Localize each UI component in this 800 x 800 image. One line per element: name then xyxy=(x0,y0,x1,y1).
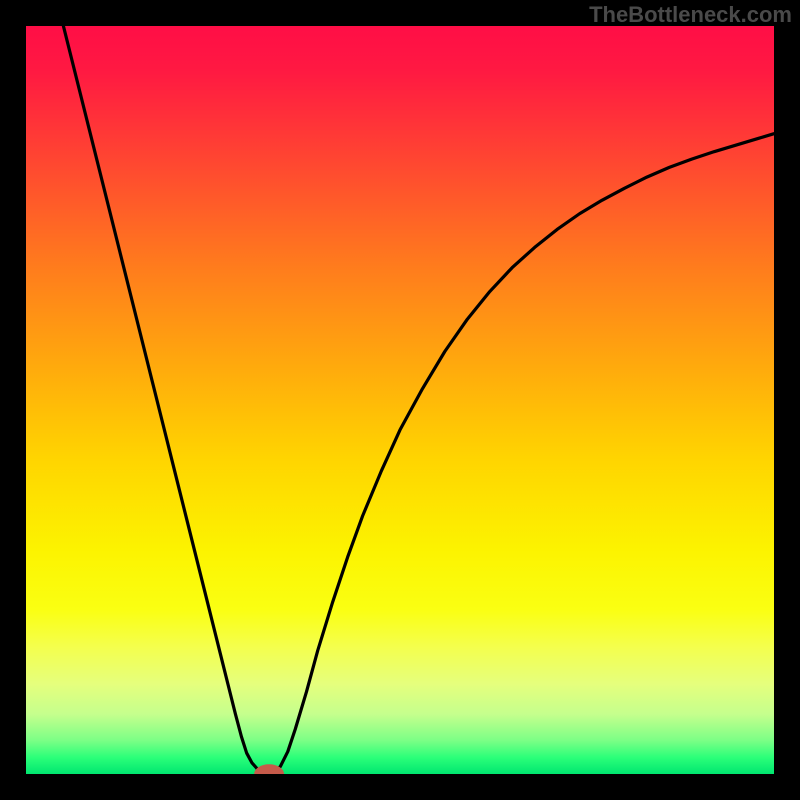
watermark-text: TheBottleneck.com xyxy=(589,2,792,28)
gradient-background xyxy=(26,26,774,774)
chart-frame: TheBottleneck.com xyxy=(0,0,800,800)
plot-area xyxy=(26,26,774,774)
chart-svg xyxy=(26,26,774,774)
